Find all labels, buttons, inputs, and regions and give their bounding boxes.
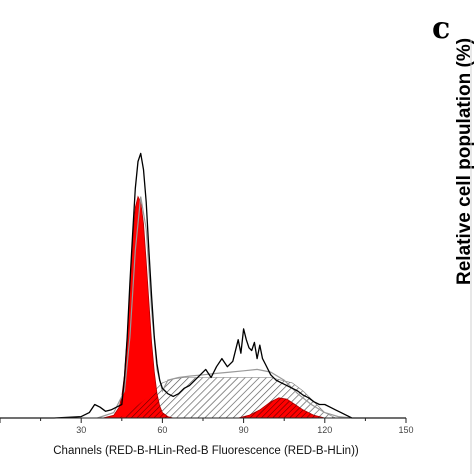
x-tick-label: 150 bbox=[398, 425, 413, 435]
x-axis-label: Channels (RED-B-HLin-Red-B Fluorescence … bbox=[53, 445, 359, 457]
g2-hatch bbox=[238, 397, 325, 418]
x-tick-label: 90 bbox=[239, 425, 249, 435]
x-tick-label: 120 bbox=[317, 425, 332, 435]
model-fit-line bbox=[97, 196, 352, 419]
x-tick-label: 60 bbox=[157, 425, 167, 435]
right-panel-y-axis-label: Relative cell population (%) bbox=[454, 38, 474, 285]
histogram-line bbox=[0, 152, 406, 419]
x-tick-label: 30 bbox=[76, 425, 86, 435]
panel-letter: c bbox=[432, 11, 450, 46]
